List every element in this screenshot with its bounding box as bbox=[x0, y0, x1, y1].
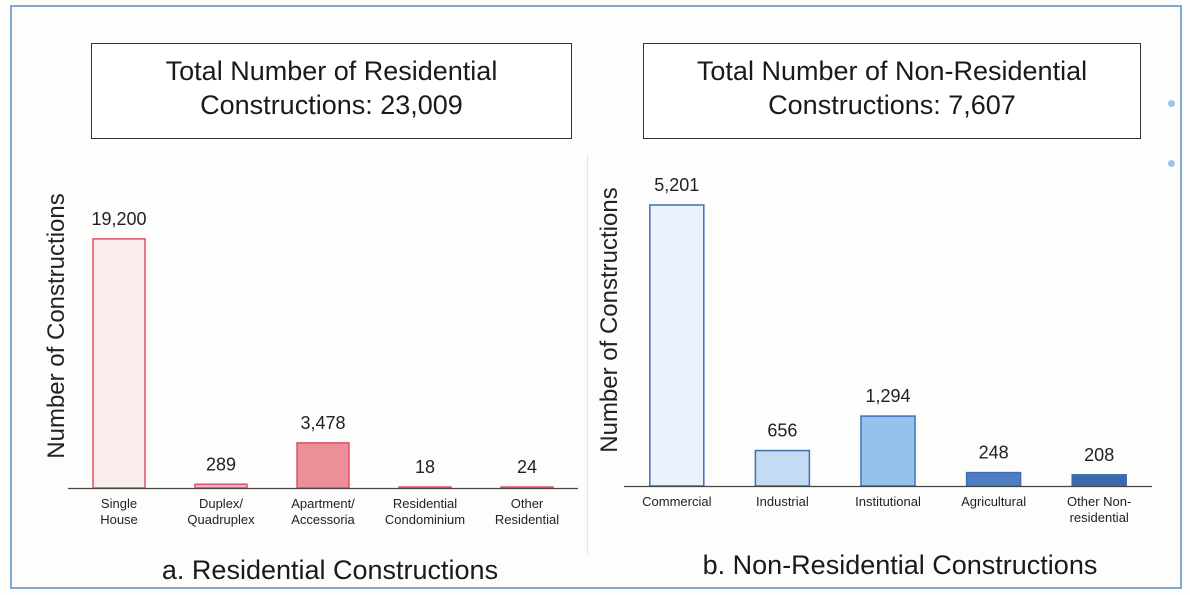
non-residential-bar bbox=[1071, 474, 1127, 487]
residential-caption: a. Residential Constructions bbox=[161, 555, 499, 585]
residential-category-label: Single bbox=[101, 496, 137, 511]
non-residential-title-line2: Constructions: 7,607 bbox=[768, 90, 1016, 120]
non-residential-category-label: Industrial bbox=[756, 494, 809, 509]
residential-category-label: Other bbox=[511, 496, 544, 511]
residential-category-label: Accessoria bbox=[291, 512, 355, 527]
residential-data-label: 289 bbox=[206, 454, 236, 474]
residential-category-label: House bbox=[100, 512, 138, 527]
non-residential-category-label: Other Non- bbox=[1067, 494, 1131, 509]
residential-title-line1: Total Number of Residential bbox=[165, 56, 498, 86]
residential-category-label: Apartment/ bbox=[291, 496, 355, 511]
non-residential-bar bbox=[965, 471, 1022, 487]
non-residential-data-label: 248 bbox=[979, 443, 1009, 463]
residential-category-label: Quadruplex bbox=[187, 512, 255, 527]
residential-category-label: Residential bbox=[393, 496, 457, 511]
residential-bar bbox=[296, 442, 350, 489]
non-residential-data-label: 1,294 bbox=[865, 386, 910, 406]
decorative-dot bbox=[1168, 160, 1175, 167]
non-residential-data-label: 656 bbox=[767, 421, 797, 441]
residential-data-label: 18 bbox=[415, 457, 435, 477]
non-residential-category-label: residential bbox=[1070, 510, 1129, 525]
residential-y-axis-label: Number of Constructions bbox=[43, 193, 70, 458]
non-residential-bar bbox=[754, 449, 811, 487]
non-residential-data-label: 208 bbox=[1084, 445, 1114, 465]
non-residential-category-label: Institutional bbox=[855, 494, 921, 509]
residential-data-label: 19,200 bbox=[91, 209, 146, 229]
residential-category-label: Residential bbox=[495, 512, 559, 527]
decorative-dot bbox=[1168, 100, 1175, 107]
non-residential-data-label: 5,201 bbox=[654, 175, 699, 195]
non-residential-caption: b. Non-Residential Constructions bbox=[702, 550, 1098, 580]
non-residential-category-label: Commercial bbox=[642, 494, 711, 509]
figure-frame bbox=[10, 5, 1182, 589]
non-residential-bar bbox=[649, 204, 705, 487]
residential-data-label: 24 bbox=[517, 457, 537, 477]
panel-divider bbox=[587, 155, 588, 555]
residential-title-box: Total Number of Residential Construction… bbox=[91, 43, 572, 139]
non-residential-title-box: Total Number of Non-Residential Construc… bbox=[643, 43, 1141, 139]
non-residential-category-label: Agricultural bbox=[961, 494, 1026, 509]
residential-category-label: Condominium bbox=[385, 512, 465, 527]
residential-data-label: 3,478 bbox=[300, 413, 345, 433]
residential-category-label: Duplex/ bbox=[199, 496, 243, 511]
non-residential-bar bbox=[860, 415, 916, 487]
non-residential-title-line1: Total Number of Non-Residential bbox=[696, 56, 1088, 86]
residential-title-line2: Constructions: 23,009 bbox=[200, 90, 463, 120]
non-residential-y-axis-label: Number of Constructions bbox=[596, 187, 623, 452]
